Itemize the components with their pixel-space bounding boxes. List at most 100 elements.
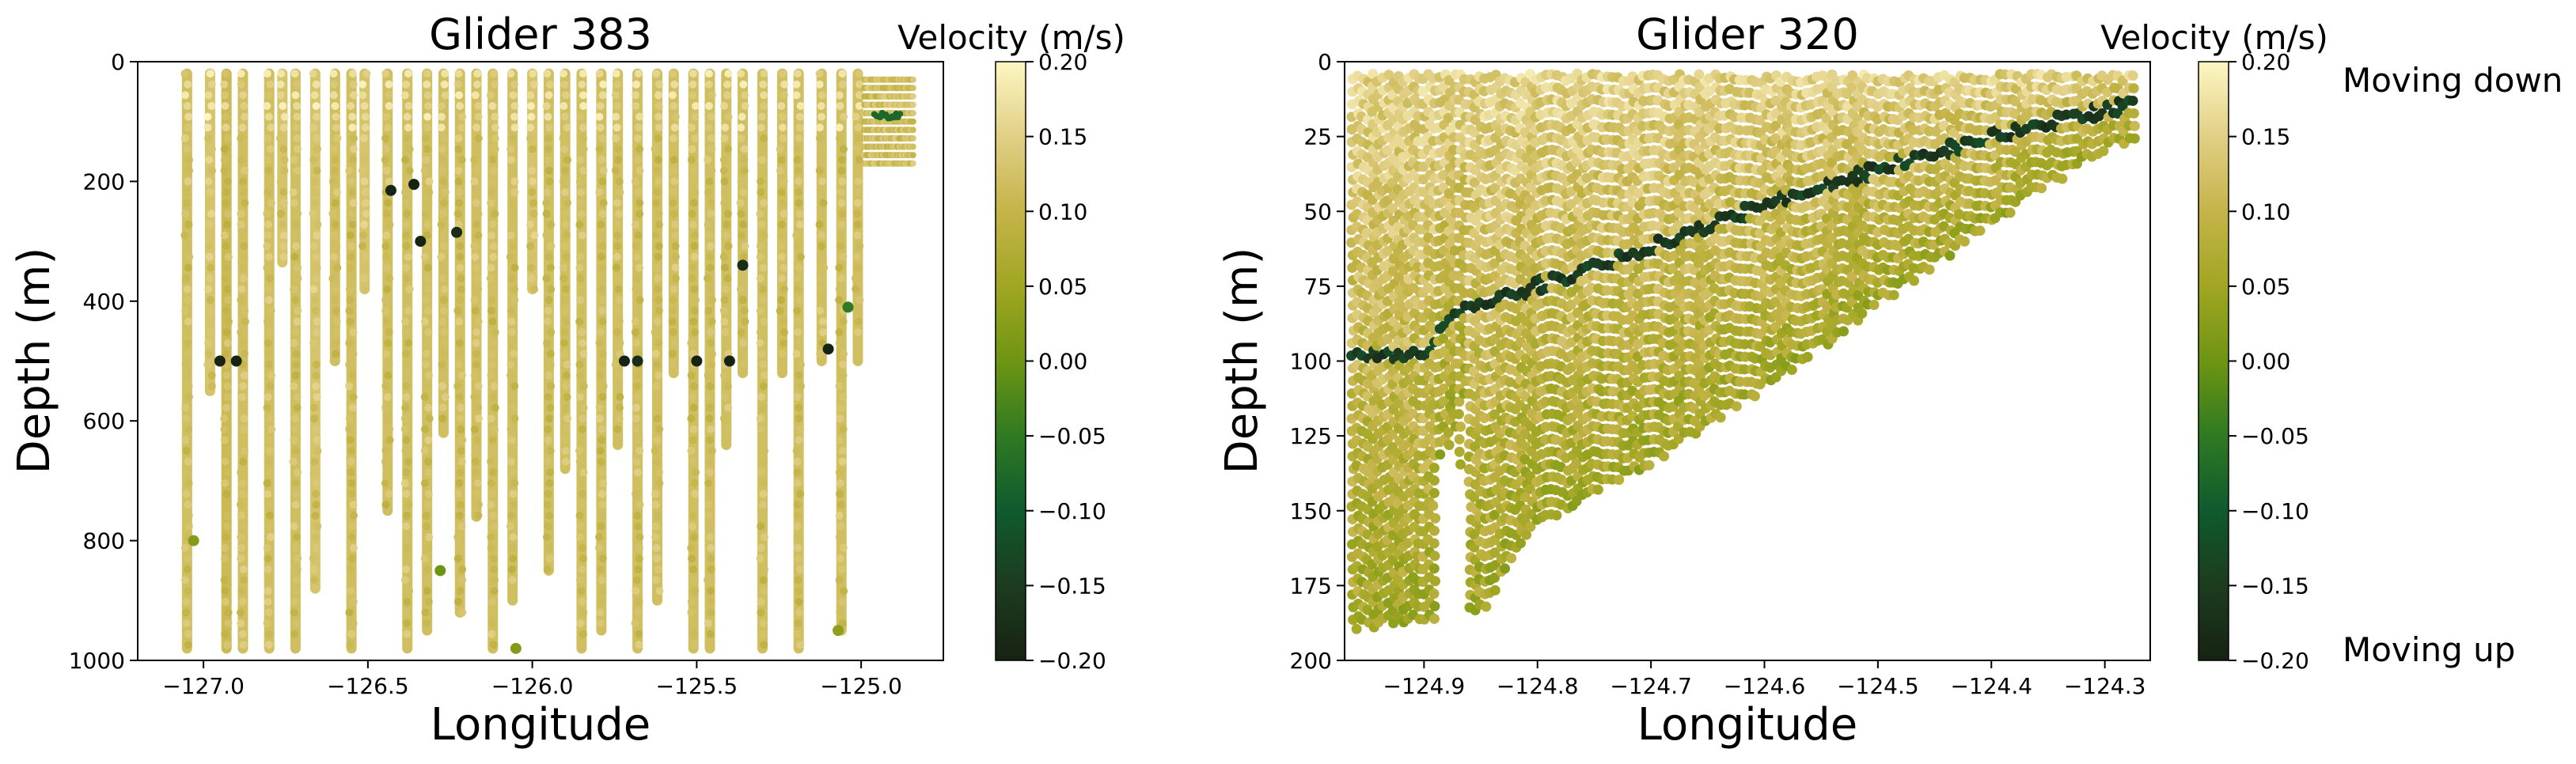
scatter-point bbox=[509, 501, 518, 509]
scatter-point bbox=[348, 220, 357, 229]
scatter-point bbox=[222, 447, 231, 456]
scatter-point bbox=[598, 436, 606, 444]
scatter-point bbox=[634, 231, 643, 240]
scatter-point bbox=[424, 436, 433, 444]
scatter-point bbox=[312, 274, 321, 283]
scatter-point bbox=[1438, 169, 1449, 180]
scatter-point bbox=[221, 91, 230, 100]
scatter-point bbox=[741, 242, 749, 251]
scatter-point bbox=[596, 371, 605, 380]
scatter-point bbox=[1454, 396, 1465, 407]
scatter-point bbox=[578, 210, 586, 218]
scatter-point bbox=[780, 263, 788, 272]
scatter-point bbox=[794, 511, 802, 520]
scatter-point bbox=[402, 490, 411, 498]
scatter-point bbox=[264, 220, 273, 229]
scatter-point bbox=[290, 156, 299, 165]
scatter-point bbox=[474, 134, 483, 142]
scatter-point bbox=[655, 425, 664, 433]
scatter-point bbox=[313, 263, 321, 272]
scatter-point bbox=[331, 220, 340, 229]
scatter-point bbox=[222, 242, 230, 251]
scatter-point bbox=[740, 156, 749, 165]
scatter-point bbox=[223, 177, 232, 186]
scatter-point bbox=[402, 468, 411, 477]
scatter-point bbox=[543, 70, 552, 78]
scatter-point bbox=[347, 587, 355, 596]
scatter-point bbox=[457, 274, 465, 283]
scatter-point bbox=[761, 447, 769, 456]
scatter-point bbox=[837, 166, 846, 175]
scatter-point bbox=[1428, 475, 1440, 486]
scatter-point bbox=[1731, 401, 1742, 412]
scatter-point bbox=[598, 501, 607, 509]
scatter-point bbox=[655, 478, 664, 487]
scatter-point bbox=[405, 587, 414, 596]
scatter-point bbox=[456, 587, 465, 596]
scatter-point bbox=[241, 166, 249, 175]
scatter-point bbox=[599, 478, 608, 487]
scatter-point bbox=[263, 478, 271, 487]
scatter-point bbox=[359, 231, 367, 240]
scatter-point bbox=[707, 608, 715, 617]
scatter-point bbox=[332, 112, 340, 121]
scatter-point bbox=[184, 350, 192, 358]
scatter-point bbox=[561, 210, 570, 218]
scatter-point bbox=[510, 382, 519, 391]
scatter-point bbox=[576, 576, 585, 584]
scatter-point bbox=[1489, 409, 1500, 420]
scatter-point bbox=[759, 490, 768, 498]
scatter-point bbox=[237, 134, 245, 142]
scatter-point bbox=[793, 306, 802, 315]
scatter-point bbox=[689, 220, 697, 229]
scatter-point bbox=[381, 145, 390, 153]
scatter-point bbox=[633, 134, 642, 142]
scatter-point bbox=[669, 91, 677, 100]
scatter-point bbox=[527, 156, 536, 165]
scatter-point bbox=[632, 220, 640, 229]
scatter-point bbox=[313, 447, 322, 456]
scatter-point bbox=[349, 392, 358, 401]
scatter-point bbox=[704, 478, 713, 487]
scatter-point bbox=[652, 382, 661, 391]
scatter-point bbox=[598, 597, 606, 606]
scatter-point bbox=[708, 145, 716, 153]
scatter-point bbox=[837, 522, 845, 531]
scatter-point bbox=[651, 403, 660, 412]
scatter-point bbox=[560, 328, 569, 337]
scatter-point bbox=[816, 274, 825, 283]
scatter-point bbox=[633, 371, 642, 380]
scatter-point bbox=[474, 511, 483, 520]
scatter-point bbox=[544, 252, 553, 261]
scatter-point bbox=[1428, 538, 1440, 549]
scatter-point bbox=[311, 306, 320, 315]
scatter-point bbox=[230, 355, 242, 367]
scatter-point bbox=[184, 511, 193, 520]
scatter-point bbox=[312, 252, 321, 261]
scatter-point bbox=[706, 328, 715, 337]
scatter-point bbox=[184, 263, 193, 272]
scatter-point bbox=[670, 102, 678, 111]
scatter-point bbox=[719, 156, 728, 165]
scatter-point bbox=[472, 328, 481, 337]
scatter-point bbox=[470, 425, 479, 433]
scatter-point bbox=[704, 371, 712, 380]
scatter-point bbox=[385, 184, 396, 196]
scatter-point bbox=[756, 554, 764, 563]
scatter-point bbox=[223, 220, 232, 229]
scatter-point bbox=[795, 554, 803, 563]
scatter-point bbox=[779, 134, 787, 142]
scatter-point bbox=[456, 468, 465, 477]
scatter-point bbox=[527, 263, 536, 272]
scatter-point bbox=[207, 188, 215, 197]
scatter-point bbox=[223, 339, 232, 347]
scatter-point bbox=[634, 123, 643, 132]
x-axis-label: Longitude bbox=[431, 699, 651, 751]
scatter-point bbox=[1592, 484, 1603, 495]
scatter-point bbox=[488, 619, 496, 628]
scatter-point bbox=[579, 414, 587, 423]
scatter-point bbox=[690, 641, 699, 649]
scatter-point bbox=[529, 199, 538, 207]
scatter-point bbox=[361, 285, 370, 293]
scatter-point bbox=[724, 242, 733, 251]
